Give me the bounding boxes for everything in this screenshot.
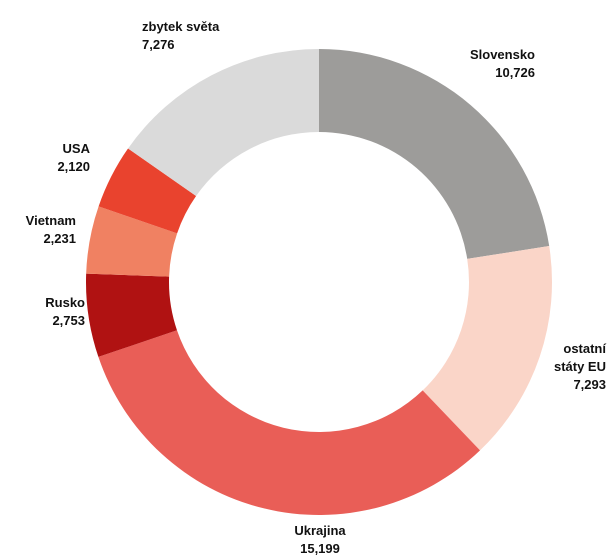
value-label: 2,231 <box>43 231 76 246</box>
value-label: 7,276 <box>142 37 175 52</box>
slice-label: Rusko 2,753 <box>5 294 85 330</box>
value-label: 7,293 <box>573 377 606 392</box>
donut-segment <box>98 148 197 234</box>
value-label: 2,120 <box>57 159 90 174</box>
category-label: USA <box>62 141 90 156</box>
slice-label: Slovensko 10,726 <box>430 46 535 82</box>
donut-segment <box>422 246 552 451</box>
value-label: 10,726 <box>495 65 535 80</box>
donut-segment <box>128 49 319 197</box>
value-label: 15,199 <box>300 541 340 556</box>
donut-segment <box>86 206 178 277</box>
value-label: 2,753 <box>52 313 85 328</box>
slice-label: ostatní státy EU 7,293 <box>548 340 606 394</box>
category-label: ostatní státy EU <box>553 341 606 374</box>
slice-label: zbytek světa 7,276 <box>142 18 282 54</box>
category-label: Ukrajina <box>294 523 346 538</box>
donut-segment <box>86 273 177 357</box>
donut-segment <box>319 49 550 259</box>
slice-label: Ukrajina 15,199 <box>250 522 390 558</box>
donut-segment <box>98 330 481 516</box>
slice-label: Vietnam 2,231 <box>0 212 76 248</box>
slice-label: USA 2,120 <box>5 140 90 176</box>
category-label: Slovensko <box>469 47 535 62</box>
category-label: zbytek světa <box>142 19 220 34</box>
category-label: Rusko <box>45 295 85 310</box>
category-label: Vietnam <box>25 213 76 228</box>
